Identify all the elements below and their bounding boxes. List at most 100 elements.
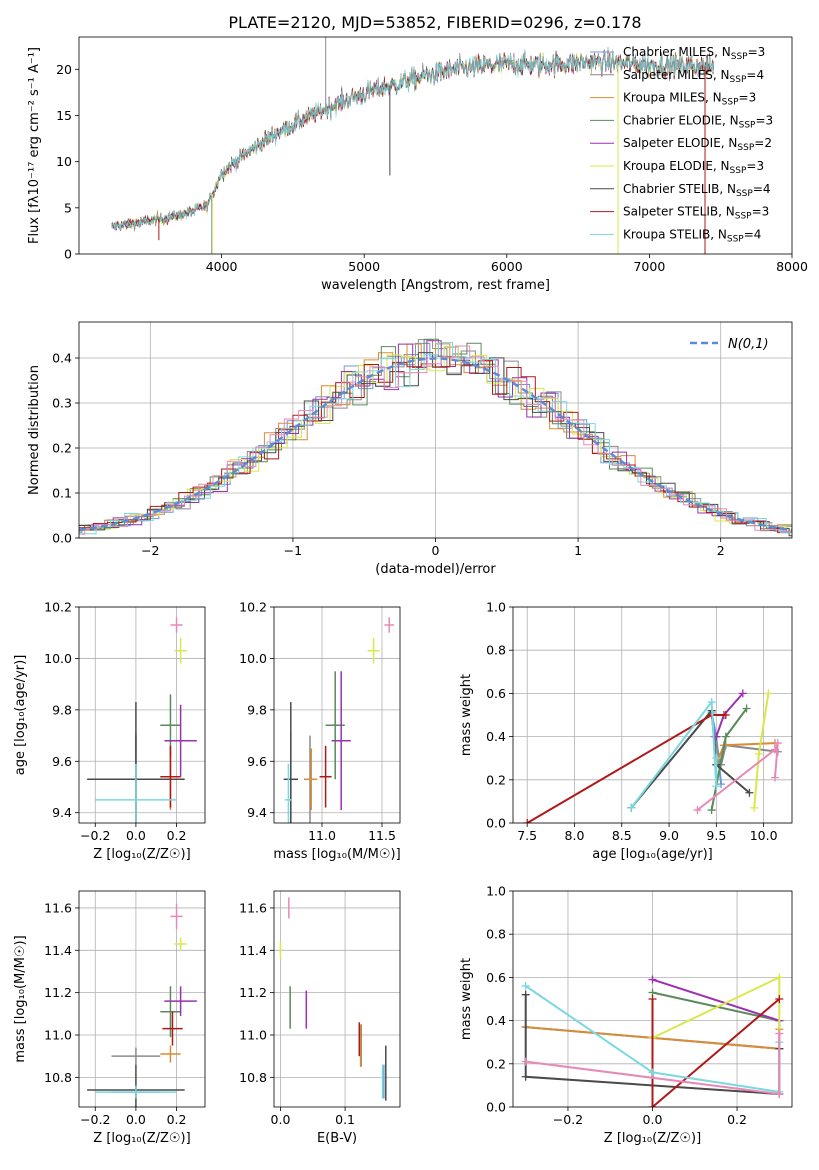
weight_vs_age-xtick-label: 7.5	[517, 828, 537, 843]
residuals-ticks: −2 −1 0 1 2 0.0 0.1 0.2 0.3 0.4	[52, 351, 725, 559]
series-marker	[648, 995, 657, 1003]
series-line-kroupa-stelib	[630, 699, 718, 809]
series-marker	[770, 773, 779, 782]
legend-label: Salpeter MILES, NSSP=4	[623, 68, 764, 85]
errorbar-kroupa-miles	[305, 748, 318, 811]
errorbar-salpeter-miles	[111, 1047, 161, 1065]
mass_vs_Z-xlabel: Z [log₁₀(Z/Z☉)]	[93, 1131, 190, 1146]
errorbar-salpeter-stelib	[319, 745, 332, 808]
spectrum-plot-area	[111, 37, 714, 254]
age_vs_Z-xtick-label: −0.2	[80, 828, 110, 843]
errorbar-kroupa-miles	[160, 1045, 181, 1063]
series-marker	[693, 806, 702, 815]
weight_vs_age-xtick-label: 8.5	[612, 828, 632, 843]
age_vs_mass-ytick-label: 9.6	[247, 754, 267, 769]
series-marker	[775, 973, 784, 982]
mass_vs_ebv-grid	[274, 891, 400, 1107]
weight_vs_Z-xtick-label: 0.2	[727, 1112, 747, 1127]
series-marker	[712, 754, 721, 763]
mass_vs_ebv-xtick-label: 0.1	[335, 1112, 355, 1127]
errorbar-salpeter-elodie	[164, 986, 197, 1016]
spectrum-ytick-label: 0	[64, 247, 72, 262]
mass_vs_ebv-frame	[273, 890, 401, 1108]
age_vs_mass-xtick-label: 11.5	[368, 828, 396, 843]
weight_vs_age-ticks: 7.5 8.0 8.5 9.0 9.5 10.0 0.0 0.2 0.4 0.6 0.8 1.0	[486, 600, 777, 844]
series-marker	[742, 704, 751, 713]
spectrum-ylabel: Flux [fλ10⁻¹⁷ erg cm⁻² s⁻¹ A⁻¹]	[27, 47, 42, 244]
legend-label: Salpeter ELODIE, NSSP=2	[623, 136, 772, 153]
weight_vs_Z-xtick-label: −0.2	[553, 1112, 583, 1127]
errorbar-salpeter-stelib	[162, 1011, 183, 1046]
age_vs_mass-ytick-label: 10.0	[239, 651, 267, 666]
legend-label: Kroupa STELIB, NSSP=4	[623, 227, 761, 244]
age_vs_Z-plot-area	[87, 617, 197, 823]
residuals-legend: N(0,1)	[690, 337, 769, 352]
mass_vs_Z-xtick-label: −0.2	[80, 1112, 110, 1127]
residuals-xtick-label: 1	[574, 543, 582, 558]
spectrum-ytick-label: 20	[56, 62, 72, 77]
series-marker	[717, 780, 726, 789]
legend-label: Chabrier MILES, NSSP=3	[623, 45, 765, 62]
series-line-salpeter-miles	[713, 736, 778, 765]
age_vs_Z-axes: −0.2 0.0 0.2 9.4 9.6 9.8 10.0 10.2 Z [log₁₀(Z/Z☉…	[13, 600, 206, 862]
weight_vs_age-xtick-label: 9.5	[706, 828, 726, 843]
series-marker	[775, 1090, 784, 1099]
spectrum-xtick-label: 6000	[491, 259, 523, 274]
age_vs_Z-grid	[79, 606, 205, 823]
histogram-kroupa-stelib	[79, 342, 792, 535]
age_vs_mass-grid	[274, 606, 400, 823]
age_vs_Z-ytick-label: 10.0	[44, 651, 72, 666]
residuals-xlabel: (data-model)/error	[375, 562, 496, 577]
mass_vs_Z-ytick-label: 11.6	[44, 900, 72, 915]
age_vs_mass-xtick-label: 11.0	[308, 828, 336, 843]
residuals-xtick-label: −2	[141, 543, 159, 558]
weight_vs_Z-ytick-label: 0.8	[486, 927, 506, 942]
legend-label: Chabrier ELODIE, NSSP=3	[623, 113, 773, 130]
errorbar-salpeter-stelib	[160, 745, 181, 808]
residuals-frame	[78, 321, 793, 539]
weight_vs_age-ytick-label: 0.0	[486, 816, 506, 831]
errorbar-kroupa-elodie	[174, 937, 187, 951]
histogram-extra	[79, 345, 792, 535]
errorbar-kroupa-stelib	[284, 763, 292, 823]
series-line-salpeter-stelib	[526, 714, 726, 823]
errorbar-kroupa-elodie	[367, 637, 380, 664]
age_vs_Z-ytick-label: 10.2	[44, 600, 72, 615]
weight_vs_age-xlabel: age [log₁₀(age/yr)]	[592, 847, 713, 862]
errorbar-kroupa-elodie	[174, 637, 187, 664]
legend-label: N(0,1)	[728, 337, 769, 352]
residuals-xtick-label: 0	[432, 543, 440, 558]
residuals-ylabel: Normed distribution	[27, 365, 42, 495]
residuals-ytick-label: 0.1	[52, 486, 72, 501]
series-marker	[775, 1029, 784, 1038]
legend-label: Kroupa MILES, NSSP=3	[623, 91, 756, 108]
errorbar-extra	[384, 617, 394, 633]
errorbar-salpeter-elodie	[331, 671, 351, 811]
weight_vs_age-frame	[512, 606, 793, 824]
mass_vs_Z-ytick-label: 11.0	[44, 1028, 72, 1043]
age_vs_mass-ytick-label: 9.8	[247, 702, 267, 717]
spectrum-xtick-label: 4000	[206, 259, 238, 274]
weight_vs_Z-xtick-label: 0.0	[643, 1112, 663, 1127]
weight_vs_age-xtick-label: 9.0	[659, 828, 679, 843]
series-marker	[523, 819, 532, 823]
series-marker	[712, 782, 721, 791]
weight_vs_Z-ytick-label: 0.2	[486, 1056, 506, 1071]
series-marker	[773, 739, 782, 748]
spectrum-axes: 4000 5000 6000 7000 8000 0 5 10 15 20 wavelength […	[27, 36, 808, 293]
mass_vs_Z-plot-area	[87, 903, 197, 1107]
spectrum-legend: Chabrier MILES, NSSP=3 Salpeter MILES, NS…	[590, 45, 773, 244]
mass_vs_Z-ytick-label: 11.4	[44, 943, 72, 958]
mass_vs_ebv-xlabel: E(B-V)	[317, 1131, 357, 1146]
weight_vs_Z-ylabel: mass weight	[459, 958, 474, 1040]
age_vs_mass-plot-area	[283, 617, 394, 823]
series-line-salpeter-stelib	[651, 998, 780, 1107]
weight_vs_age-xtick-label: 8.0	[565, 828, 585, 843]
histogram-salpeter-stelib	[79, 356, 792, 534]
residuals-plot-area	[79, 338, 792, 537]
weight_vs_age-ytick-label: 0.6	[486, 686, 506, 701]
weight_vs_age-ytick-label: 1.0	[486, 600, 506, 615]
mass_vs_ebv-ytick-label: 11.4	[239, 943, 267, 958]
series-marker	[721, 711, 730, 719]
series-marker	[738, 689, 747, 698]
